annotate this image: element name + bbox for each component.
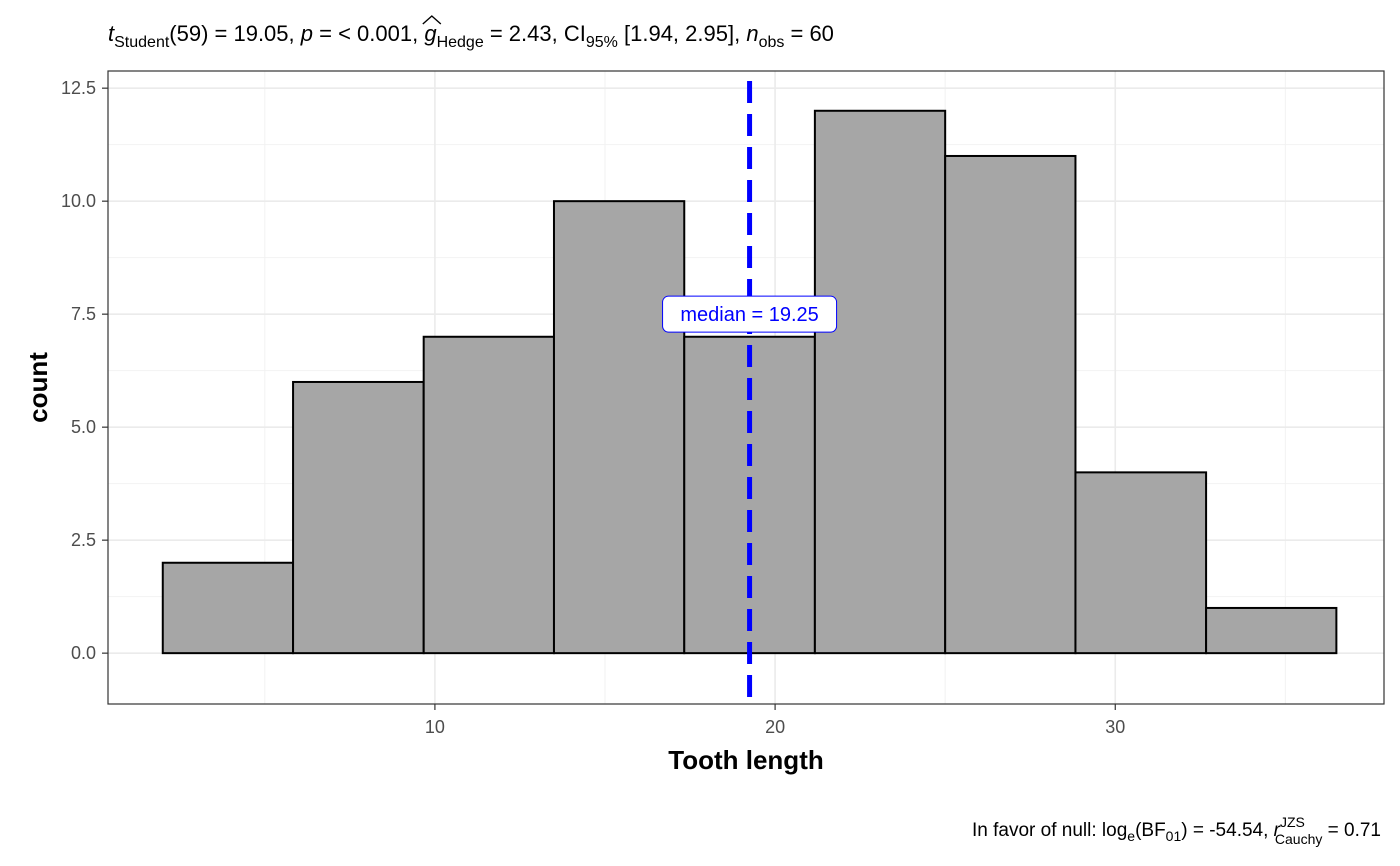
chart-subtitle: tStudent(59) = 19.05, p = < 0.001, gHedg… — [108, 21, 834, 51]
median-label: median = 19.25 — [680, 304, 818, 326]
subtitle-subscript: 95% — [586, 34, 618, 51]
y-tick-label: 2.5 — [71, 530, 96, 550]
subtitle-subscript: Student — [114, 34, 170, 51]
histogram-bar — [161, 561, 295, 655]
histogram-bar — [944, 154, 1077, 655]
x-axis-ticks: 10 20 30 — [425, 704, 1125, 737]
x-axis-title: Tooth length — [668, 745, 823, 775]
y-tick-label: 5.0 — [71, 417, 96, 437]
x-tick-label: 10 — [425, 717, 445, 737]
caption-subscript: e — [1127, 828, 1135, 844]
caption-text: ) = -54.54, — [1181, 820, 1273, 841]
histogram-bar — [1205, 606, 1338, 655]
y-axis-title: count — [23, 352, 53, 423]
y-axis-ticks: 0.0 2.5 5.0 7.5 10.0 12.5 — [61, 78, 108, 663]
caption-symbol: r — [1274, 820, 1281, 841]
y-tick-label: 10.0 — [61, 191, 96, 211]
subtitle-text: = 60 — [784, 21, 834, 46]
caption-subscript: Cauchy — [1275, 831, 1322, 847]
chart-caption: In favor of null: loge(BF01) = -54.54, r… — [972, 814, 1381, 847]
histogram-bar — [292, 380, 425, 655]
subtitle-symbol: g — [424, 21, 437, 46]
panel-border — [107, 70, 1385, 705]
subtitle-text: (59) = 19.05, — [169, 21, 300, 46]
x-tick-label: 20 — [765, 717, 785, 737]
caption-text: = 0.71 — [1322, 820, 1381, 841]
x-tick-label: 30 — [1105, 717, 1125, 737]
histogram-bars — [161, 109, 1338, 655]
subtitle-text: = < 0.001, — [313, 21, 424, 46]
histogram-bar — [422, 335, 555, 655]
caption-text: In favor of null: log — [972, 820, 1127, 841]
y-tick-label: 12.5 — [61, 78, 96, 98]
subtitle-text: [1.94, 2.95], — [618, 21, 746, 46]
y-tick-label: 7.5 — [71, 304, 96, 324]
histogram-bar — [813, 109, 947, 655]
caption-superscript: JZS — [1280, 814, 1305, 830]
subtitle-subscript: obs — [759, 34, 785, 51]
caption-text: (BF — [1135, 820, 1166, 841]
subtitle-symbol: n — [746, 21, 758, 46]
histogram-bar — [1074, 471, 1208, 655]
subtitle-subscript: Hedge — [437, 34, 484, 51]
caption-subscript: 01 — [1166, 828, 1182, 844]
subtitle-symbol: t — [108, 21, 115, 46]
hat-accent — [422, 15, 442, 25]
subtitle-text: = 2.43, CI — [484, 21, 586, 46]
histogram-bar — [552, 200, 686, 655]
median-layer: median = 19.25 — [662, 81, 838, 702]
median-label-box — [662, 295, 838, 333]
subtitle-symbol: p — [300, 21, 313, 46]
y-tick-label: 0.0 — [71, 643, 96, 663]
